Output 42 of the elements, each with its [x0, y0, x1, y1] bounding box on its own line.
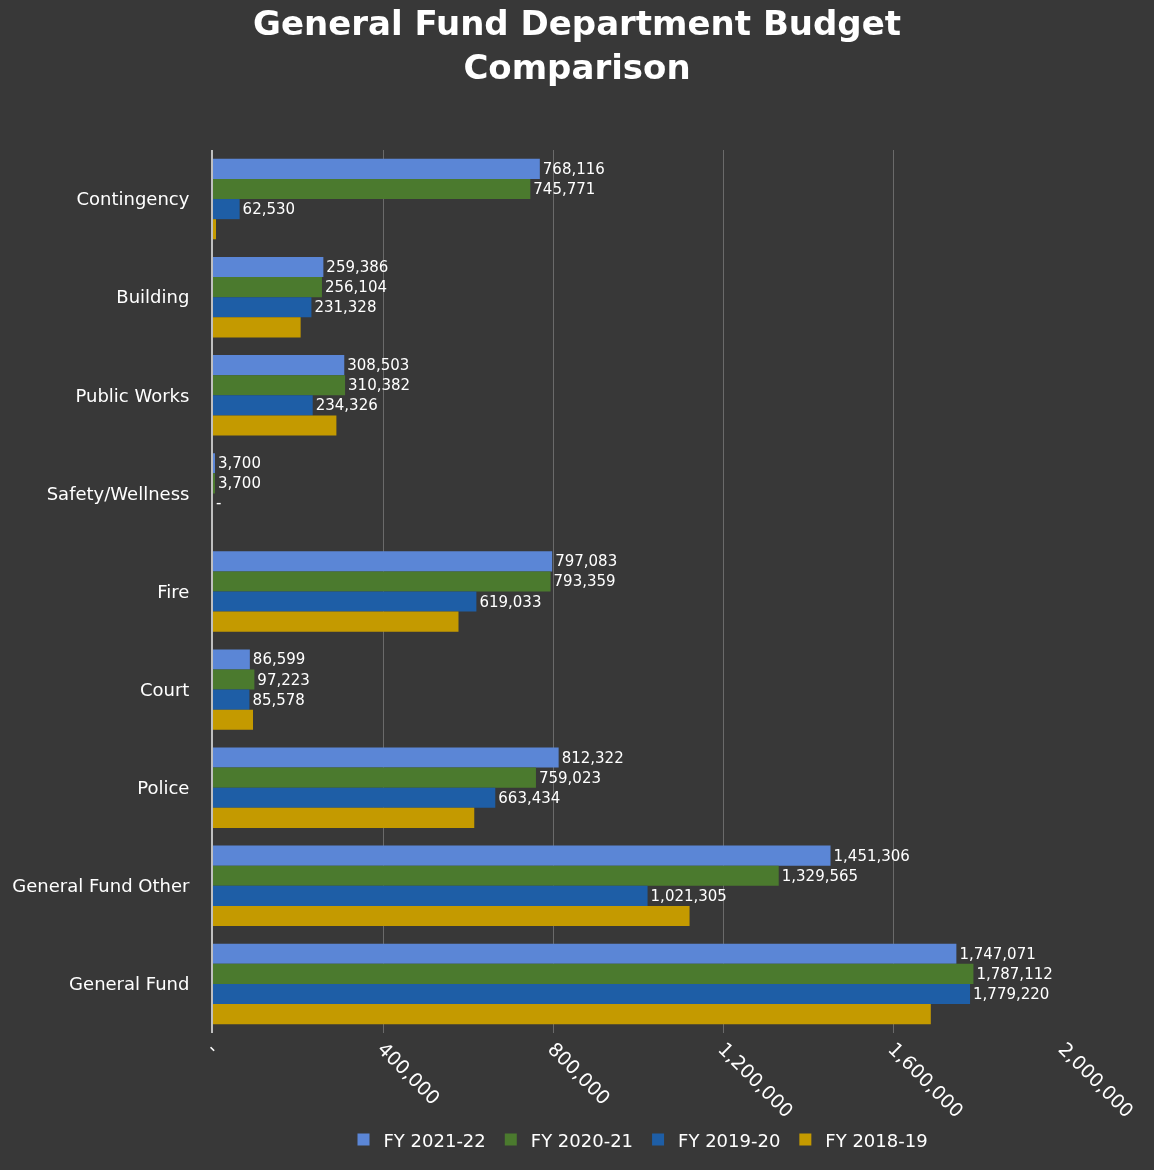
data-label: 797,083	[555, 552, 618, 571]
data-label: 812,322	[561, 748, 624, 767]
data-label: 259,386	[326, 257, 389, 276]
data-label: 663,434	[498, 788, 561, 807]
y-tick-label: Public Works	[75, 384, 190, 406]
y-tick-label: Building	[116, 286, 190, 308]
data-label: 1,779,220	[973, 985, 1050, 1003]
y-tick-label: Court	[139, 678, 190, 700]
legend-label: FY 2019-20	[678, 1129, 781, 1151]
data-label: 1,451,306	[833, 846, 910, 865]
data-label: 1,787,112	[976, 964, 1053, 983]
data-label: 85,578	[252, 690, 305, 709]
y-tick-label: General Fund Other	[12, 875, 190, 897]
data-label: 62,530	[242, 200, 296, 219]
data-label: -	[216, 494, 222, 513]
data-label: 231,328	[314, 298, 377, 317]
chart-title: General Fund Department Budget Comparison	[252, 3, 902, 88]
data-label: 745,771	[533, 180, 596, 198]
data-label: 1,021,305	[650, 886, 727, 905]
data-label: 86,599	[252, 650, 306, 669]
data-label: 256,104	[324, 278, 387, 297]
data-label: 3,700	[218, 454, 261, 473]
data-label: 619,033	[479, 592, 542, 611]
data-label: 234,326	[315, 396, 378, 415]
legend-label: FY 2018-19	[825, 1129, 928, 1151]
x-tick-label: -	[203, 1037, 224, 1058]
data-label: 1,329,565	[781, 866, 859, 885]
y-tick-label: General Fund	[69, 973, 190, 995]
data-label: 3,700	[218, 474, 261, 493]
y-tick-label: Police	[137, 777, 190, 799]
data-label: 97,223	[257, 670, 310, 689]
data-label: 308,503	[347, 356, 410, 375]
data-label: 793,359	[553, 572, 616, 591]
legend-label: FY 2021-22	[383, 1129, 486, 1151]
data-label: 310,382	[348, 376, 411, 395]
data-label: 759,023	[538, 768, 601, 787]
y-tick-label: Contingency	[76, 188, 190, 210]
y-tick-label: Fire	[157, 580, 190, 602]
data-label: 768,116	[542, 159, 605, 178]
y-tick-label: Safety/Wellness	[46, 482, 190, 504]
legend-label: FY 2020-21	[530, 1129, 634, 1151]
data-label: 1,747,071	[959, 944, 1036, 963]
